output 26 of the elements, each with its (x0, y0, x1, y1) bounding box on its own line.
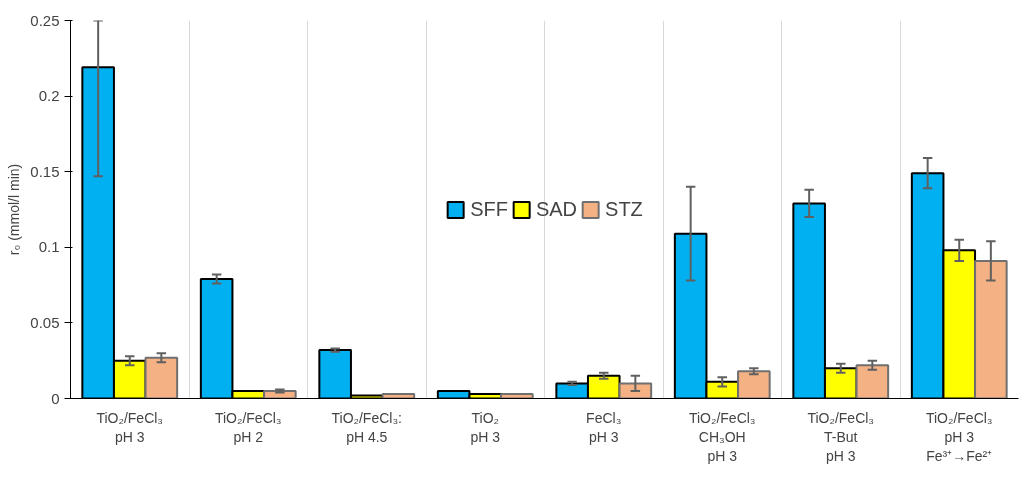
bar (381, 392, 416, 399)
bar (618, 382, 653, 399)
x-tick-label: TiO₂/FeCl₃ T-But pH 3 (807, 409, 875, 464)
bar (263, 389, 297, 399)
bar (500, 392, 534, 399)
bar (144, 356, 179, 399)
legend-label: SAD (535, 197, 578, 221)
x-tick-label: TiO₂/FeCl₃ CH₃OH pH 3 (688, 409, 756, 464)
y-tick-label: 0.25 (30, 11, 60, 29)
x-tick-label: TiO₂ pH 3 (470, 409, 501, 445)
legend-label: SFF (470, 197, 508, 221)
x-tick-label: FeCl₃ pH 3 (586, 409, 622, 445)
legend-label: STZ (605, 197, 643, 221)
bar (855, 364, 890, 399)
y-tick-label: 0 (51, 389, 60, 407)
y-axis-title: r₀ (mmol/l min) (6, 163, 23, 256)
x-tick-label: TiO₂/FeCl₃: pH 4.5 (331, 409, 403, 445)
bar (974, 259, 1008, 399)
x-tick-label: TiO₂/FeCl₃ pH 3 (96, 409, 164, 445)
y-tick-label: 0.1 (38, 238, 60, 256)
x-tick-label: TiO₂/FeCl₃ pH 2 (214, 409, 282, 445)
y-tick-label: 0.2 (38, 87, 60, 105)
y-tick-label: 0.15 (30, 162, 60, 180)
y-tick-label: 0.05 (30, 313, 60, 331)
x-tick-label: TiO₂/FeCl₃ pH 3 Fe³⁺→Fe²⁺ (925, 409, 993, 464)
bar (737, 370, 771, 399)
